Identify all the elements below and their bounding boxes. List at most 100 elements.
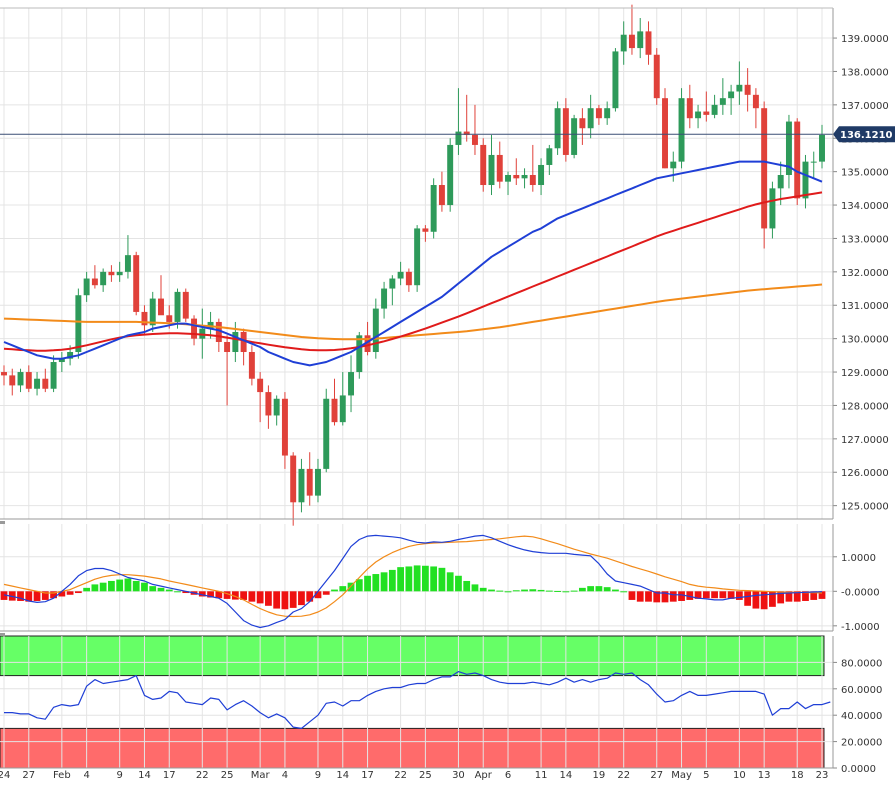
x-tick-label: 30 — [452, 770, 465, 781]
x-tick-label: Feb — [53, 770, 71, 781]
x-tick-label: Apr — [475, 770, 493, 781]
candle-body — [50, 362, 57, 389]
candle-body — [265, 392, 272, 416]
candle-body — [595, 108, 602, 119]
histogram-bar — [537, 589, 545, 592]
x-tick-label: 4 — [282, 770, 288, 781]
histogram-bar — [471, 584, 479, 592]
histogram-bar — [388, 569, 396, 592]
candle-body — [124, 255, 131, 272]
histogram-bar — [529, 589, 537, 592]
candle-body — [116, 271, 123, 276]
histogram-bar — [0, 591, 8, 600]
histogram-bar — [331, 589, 338, 592]
candle-body — [232, 331, 239, 353]
rsi-tick-label: 60.0000 — [841, 685, 882, 696]
histogram-bar — [711, 591, 718, 599]
histogram-bar — [273, 591, 281, 609]
histogram-bar — [380, 572, 388, 592]
candle-body — [678, 98, 685, 162]
candle-body — [67, 352, 74, 359]
histogram-bar — [521, 589, 528, 592]
candle-body — [505, 174, 511, 182]
candle-body — [207, 321, 214, 329]
candle-body — [182, 291, 189, 319]
histogram-bar — [686, 591, 694, 600]
candle-body — [149, 298, 156, 326]
x-tick-label: 13 — [758, 770, 771, 781]
histogram-bar — [678, 591, 685, 601]
histogram-bar — [810, 591, 818, 600]
candle-body — [653, 54, 660, 99]
rsi-tick-label: 0.0000 — [841, 764, 876, 775]
candle-body — [248, 352, 255, 379]
x-axis: 24 27 Feb 4 9 14 17 22 25 Mar 4 9 14 17 22 25 30 Apr 6 11 14… — [0, 770, 828, 781]
histogram-bar — [661, 591, 669, 603]
x-tick-label: 17 — [361, 770, 374, 781]
histogram-bar — [116, 579, 124, 592]
price-tick-label: 134.0000 — [841, 201, 889, 212]
x-tick-label: 23 — [816, 770, 829, 781]
candle-body — [810, 161, 817, 163]
candle-body — [364, 335, 371, 353]
histogram-bar — [397, 567, 404, 592]
price-tick-label: 139.0000 — [841, 34, 889, 45]
candle-body — [447, 144, 454, 206]
x-tick-label: 24 — [0, 770, 10, 781]
histogram-bar — [240, 591, 248, 600]
histogram-bar — [198, 591, 206, 597]
sma-slow-line — [3, 283, 823, 341]
candle-body — [480, 144, 487, 186]
histogram-bar — [744, 591, 752, 606]
candle-body — [348, 372, 355, 396]
histogram-bar — [149, 586, 157, 592]
candle-body — [174, 291, 181, 322]
price-tick-label: 129.0000 — [841, 368, 889, 379]
histogram-bar — [694, 591, 702, 599]
price-tick-label: 131.0000 — [841, 301, 889, 312]
histogram-bar — [289, 591, 297, 608]
histogram-bar — [479, 587, 487, 592]
candle-body — [356, 335, 363, 373]
candle-body — [604, 108, 611, 119]
rsi-line — [4, 670, 831, 730]
price-panel: 125.0000 126.0000 127.0000 128.0000 129.0000… — [0, 4, 895, 526]
histogram-bar — [248, 591, 256, 602]
x-tick-label: 19 — [593, 770, 606, 781]
x-tick-label: 11 — [535, 770, 548, 781]
histogram-bar — [769, 591, 776, 607]
candle-body — [166, 315, 173, 322]
histogram-bar — [17, 591, 24, 601]
candle-body — [298, 468, 305, 503]
price-tick-label: 128.0000 — [841, 401, 889, 412]
histogram-bar — [446, 572, 454, 592]
histogram-bar — [818, 591, 826, 599]
candle-body — [761, 108, 768, 229]
candle-body — [1, 372, 7, 376]
candle-body — [562, 108, 569, 155]
histogram-bar — [157, 587, 165, 592]
macd-histogram — [0, 565, 826, 610]
candle-body — [628, 34, 635, 49]
x-tick-label: 4 — [83, 770, 89, 781]
histogram-bar — [298, 591, 305, 606]
candle-body — [777, 174, 784, 189]
histogram-bar — [165, 589, 173, 592]
rsi-line — [4, 670, 831, 730]
x-tick-label: 25 — [221, 770, 234, 781]
histogram-bar — [777, 591, 785, 604]
last-price-tag: 136.1210 — [833, 126, 895, 143]
x-tick-label: 6 — [505, 770, 511, 781]
rsi-panel: 80.0000 60.0000 40.0000 20.0000 0.0000 — [0, 635, 882, 775]
candle-body — [488, 154, 495, 186]
candle-body — [108, 271, 115, 276]
histogram-bar — [727, 591, 735, 599]
candle-body — [637, 31, 644, 49]
candle-body — [224, 341, 231, 353]
candle-body — [769, 188, 776, 229]
histogram-bar — [215, 591, 223, 599]
candle-body — [215, 321, 222, 342]
price-tick-label: 130.0000 — [841, 335, 889, 346]
sma-mid-line — [3, 191, 823, 352]
histogram-bar — [231, 591, 239, 600]
